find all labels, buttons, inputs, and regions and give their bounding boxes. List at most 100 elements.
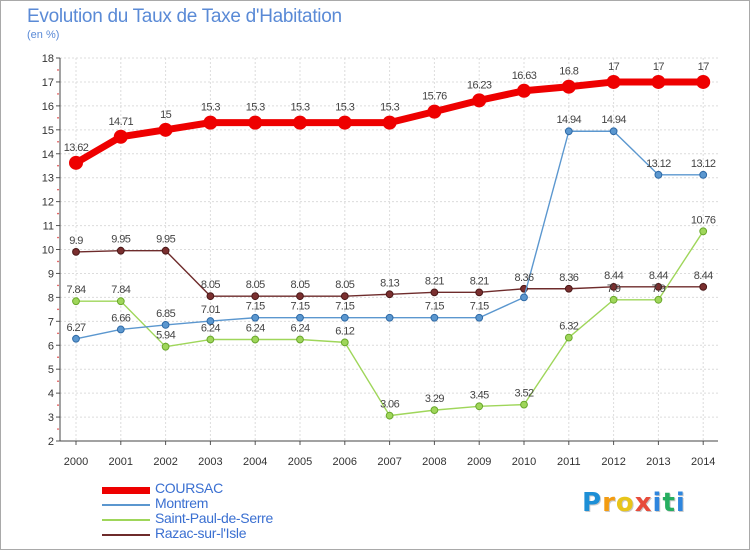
y-tick-label: 3 [48, 412, 54, 424]
y-minor-tick [57, 356, 59, 359]
data-label-coursac: 16.23 [467, 79, 492, 91]
y-minor-tick [57, 117, 59, 119]
data-point-saint-paul-de-serre [609, 295, 618, 304]
data-label-saint-paul-de-serre: 3.52 [514, 388, 533, 400]
data-point-razac-sur-l-isle [340, 292, 349, 301]
x-tick-label: 2008 [422, 456, 446, 468]
data-label-coursac: 15.3 [201, 102, 220, 114]
x-tick-label: 2004 [243, 456, 267, 468]
data-point-razac-sur-l-isle [430, 288, 439, 297]
y-minor-tick [57, 284, 59, 287]
data-label-saint-paul-de-serre: 3.29 [425, 393, 444, 405]
x-tick-label: 2006 [333, 456, 357, 468]
y-minor-tick [57, 164, 59, 167]
data-label-coursac: 15.3 [246, 102, 265, 114]
data-point-saint-paul-de-serre [116, 297, 125, 306]
proxiti-logo: Proxiti [582, 488, 686, 518]
legend-swatch [102, 486, 150, 494]
data-point-razac-sur-l-isle [206, 292, 215, 301]
data-label-saint-paul-de-serre: 10.76 [691, 214, 716, 226]
data-label-coursac: 15.76 [422, 91, 447, 103]
data-point-razac-sur-l-isle [699, 282, 708, 291]
y-minor-tick [57, 332, 59, 335]
y-minor-tick [57, 380, 59, 382]
data-point-montrem [430, 313, 439, 322]
y-minor-tick [57, 69, 59, 71]
data-label-saint-paul-de-serre: 7.84 [111, 284, 130, 296]
data-label-razac-sur-l-isle: 8.36 [559, 272, 578, 284]
x-tick-label: 2000 [64, 456, 88, 468]
data-point-coursac [427, 104, 442, 119]
data-point-montrem [296, 313, 304, 322]
data-point-coursac [651, 74, 666, 89]
data-point-saint-paul-de-serre [475, 402, 484, 411]
data-label-razac-sur-l-isle: 8.21 [425, 275, 444, 287]
y-tick-label: 18 [42, 53, 54, 65]
data-label-montrem: 14.94 [601, 114, 626, 126]
data-point-saint-paul-de-serre [206, 335, 215, 344]
y-tick-label: 15 [42, 125, 54, 137]
legend-label: Montrem [155, 495, 209, 511]
data-point-coursac [696, 74, 711, 89]
data-point-saint-paul-de-serre [564, 333, 573, 342]
data-label-coursac: 17 [608, 61, 620, 73]
x-tick-label: 2012 [601, 456, 625, 468]
chart-title: Evolution du Taux de Taxe d'Habitation [27, 6, 342, 27]
data-point-coursac [69, 155, 83, 170]
data-label-razac-sur-l-isle: 8.44 [694, 270, 713, 282]
y-minor-tick [57, 308, 59, 311]
data-point-saint-paul-de-serre [430, 406, 439, 415]
data-label-coursac: 15.3 [290, 102, 309, 114]
x-tick-label: 2007 [377, 456, 401, 468]
logo-letter: t [662, 488, 676, 518]
logo-letter: r [602, 488, 616, 518]
data-label-coursac: 16.63 [512, 70, 537, 82]
data-label-razac-sur-l-isle: 8.05 [246, 279, 265, 291]
data-point-razac-sur-l-isle [654, 282, 663, 291]
x-tick-label: 2005 [288, 456, 312, 468]
data-label-saint-paul-de-serre: 6.24 [246, 323, 265, 335]
data-point-saint-paul-de-serre [296, 335, 304, 344]
data-point-montrem [340, 313, 349, 322]
data-label-saint-paul-de-serre: 6.32 [559, 321, 578, 333]
y-tick-label: 13 [42, 173, 54, 185]
data-point-montrem [251, 313, 260, 322]
data-label-coursac: 17 [698, 61, 710, 73]
data-point-montrem [72, 334, 80, 343]
data-point-montrem [385, 313, 394, 322]
logo-letter: i [652, 488, 663, 518]
x-tick-label: 2013 [646, 456, 670, 468]
data-point-montrem [564, 127, 573, 136]
data-label-montrem: 7.15 [290, 301, 309, 313]
data-point-razac-sur-l-isle [161, 246, 170, 255]
y-minor-tick [57, 212, 59, 215]
data-label-coursac: 15.3 [380, 102, 399, 114]
data-label-montrem: 7.01 [201, 304, 220, 316]
data-point-montrem [654, 170, 663, 179]
data-point-coursac [382, 115, 397, 130]
data-point-saint-paul-de-serre [699, 227, 708, 236]
y-tick-label: 7 [48, 316, 54, 328]
data-label-razac-sur-l-isle: 8.21 [470, 275, 489, 287]
data-label-coursac: 13.62 [64, 142, 89, 154]
y-tick-label: 17 [42, 77, 54, 89]
data-label-razac-sur-l-isle: 9.95 [111, 234, 130, 246]
data-label-montrem: 6.27 [66, 322, 85, 334]
x-tick-label: 2001 [109, 456, 133, 468]
data-point-coursac [293, 115, 307, 130]
data-label-saint-paul-de-serre: 5.94 [156, 330, 175, 342]
data-label-saint-paul-de-serre: 7.9 [607, 283, 621, 295]
legend-swatch [102, 504, 150, 506]
data-point-montrem [699, 170, 708, 179]
data-point-razac-sur-l-isle [72, 247, 80, 256]
y-tick-label: 2 [48, 436, 54, 448]
data-point-saint-paul-de-serre [340, 338, 349, 347]
data-point-montrem [520, 293, 528, 302]
data-label-razac-sur-l-isle: 8.36 [514, 272, 533, 284]
data-label-montrem: 7.15 [246, 301, 265, 313]
legend-label: COURSAC [155, 480, 223, 496]
x-tick-label: 2011 [557, 456, 581, 468]
legend-label: Saint-Paul-de-Serre [155, 510, 274, 526]
axes: 2 3 4 5 6 7 8 9 10 11 12 13 14 15 16 17 18 2000 2001 2002 20… [42, 53, 718, 468]
